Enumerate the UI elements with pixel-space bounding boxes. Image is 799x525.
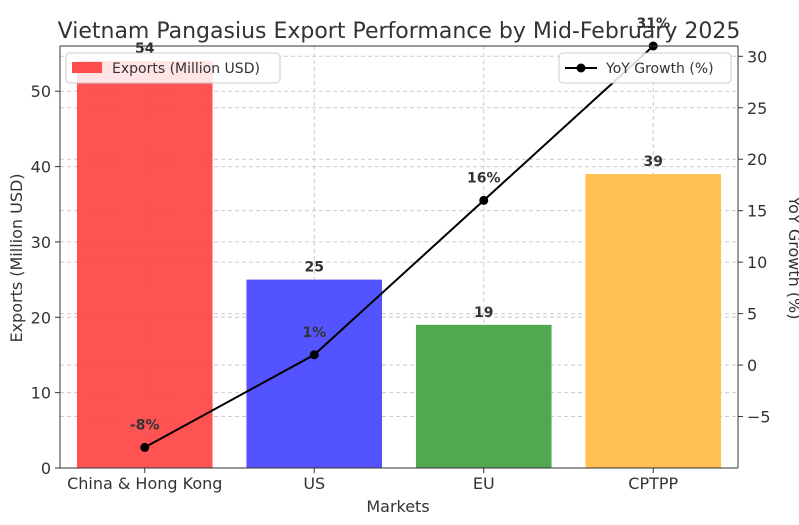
bar-value-label: 25 <box>305 260 324 276</box>
growth-value-label: 16% <box>467 170 501 186</box>
y-tick-label: 0 <box>41 459 51 478</box>
bar-value-label: 39 <box>644 154 663 170</box>
axes: 0 10 20 30 40 50 −5 0 5 10 15 20 25 30 China & Hong Ko… <box>31 45 771 493</box>
bar <box>246 279 383 468</box>
y-tick-label: 50 <box>31 82 51 101</box>
bar-value-label: 19 <box>474 305 493 321</box>
bar <box>415 324 552 468</box>
x-axis-label: Markets <box>366 497 429 516</box>
y-tick-label: 10 <box>31 384 51 403</box>
legend-growth: YoY Growth (%) <box>558 52 732 84</box>
legend-box <box>65 52 281 84</box>
y2-tick-label: 30 <box>747 47 767 66</box>
y2-tick-label: 5 <box>747 305 757 324</box>
legend-swatch <box>72 62 102 73</box>
growth-value-label: -8% <box>130 417 160 433</box>
bar <box>76 61 213 468</box>
bars <box>76 61 722 468</box>
y2-tick-label: 25 <box>747 99 767 118</box>
growth-point <box>140 442 150 452</box>
y2-tick-label: 15 <box>747 202 767 221</box>
y2-tick-label: −5 <box>747 408 771 427</box>
chart-title: Vietnam Pangasius Export Performance by … <box>58 19 741 44</box>
growth-point <box>309 350 319 360</box>
legend-label: Exports (Million USD) <box>112 61 260 77</box>
y-tick-label: 40 <box>31 158 51 177</box>
y-axis-label: Exports (Million USD) <box>7 173 26 342</box>
x-tick-label: US <box>303 474 325 493</box>
y-tick-label: 30 <box>31 233 51 252</box>
legend-marker <box>576 63 586 73</box>
x-tick-label: China & Hong Kong <box>67 474 222 493</box>
legend-exports: Exports (Million USD) <box>65 52 281 84</box>
growth-line-path <box>144 45 654 449</box>
x-tick-label: CPTPP <box>628 474 678 493</box>
y2-axis-label: YoY Growth (%) <box>785 196 799 320</box>
legend-label: YoY Growth (%) <box>605 61 714 77</box>
y2-tick-label: 10 <box>747 253 767 272</box>
legend-box <box>558 52 732 84</box>
growth-point <box>479 195 489 205</box>
bar <box>585 174 722 468</box>
y2-tick-label: 20 <box>747 150 767 169</box>
growth-value-label: 1% <box>302 325 326 341</box>
x-tick-label: EU <box>473 474 495 493</box>
y-tick-label: 20 <box>31 308 51 327</box>
growth-line <box>140 41 658 452</box>
y2-tick-label: 0 <box>747 356 757 375</box>
growth-value-label: 31% <box>636 16 670 32</box>
